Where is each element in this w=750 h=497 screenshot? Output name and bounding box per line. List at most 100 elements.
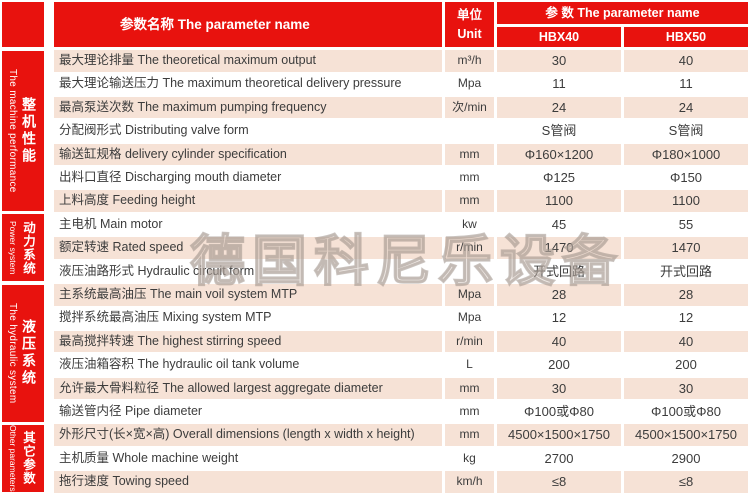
unit-cell: 次/min	[445, 96, 494, 119]
table-row: 出料口直径 Discharging mouth diameter mm Φ125 Φ1…	[0, 167, 750, 189]
param-name-cell: 液压油路形式 Hydraulic circuit form	[59, 263, 255, 278]
table-row: 搅拌系统最高油压 Mixing system MTP Mpa 12 12	[0, 307, 750, 329]
unit-cell: L	[466, 357, 473, 372]
table-row: 主电机 Main motor kw 45 55	[0, 214, 750, 236]
header-parameter-group: 参 数 The parameter name	[497, 2, 748, 24]
unit-cell	[445, 120, 494, 142]
unit-cell: Mpa	[457, 76, 482, 91]
unit-cell: Mpa	[457, 310, 482, 325]
table-row: 分配阀形式 Distributing valve form S管阀 S管阀	[0, 120, 750, 142]
hbx50-value-cell: 40	[624, 330, 748, 353]
section-label-en: Power system	[8, 221, 18, 275]
table-row: 上料高度 Feeding height mm 1100 1100	[0, 190, 750, 212]
header-unit: 单位 Unit	[445, 2, 494, 47]
hbx40-value-cell: 1470	[497, 237, 621, 259]
table-row: 最大理论排量 The theoretical maximum output m³/…	[0, 50, 750, 72]
hbx40-value-cell: 200	[548, 357, 570, 373]
hbx50-value-cell: 200	[675, 357, 697, 373]
hbx40-value-cell: 40	[497, 330, 621, 353]
unit-cell: mm	[445, 424, 494, 446]
hbx50-value-cell: 40	[624, 50, 748, 72]
hbx50-value-cell: 24	[624, 96, 748, 119]
table-row: 允许最大骨料粒径 The allowed largest aggregate d…	[0, 377, 750, 400]
unit-cell: mm	[445, 377, 494, 400]
param-name-cell: 允许最大骨料粒径 The allowed largest aggregate d…	[54, 377, 442, 400]
hbx40-value-cell: 11	[552, 76, 566, 92]
hbx40-value-cell: 12	[551, 310, 567, 326]
hbx50-value-cell: 30	[624, 377, 748, 400]
hbx40-value-cell: 1100	[497, 190, 621, 212]
header-model-hbx50: HBX50	[624, 27, 748, 47]
hbx40-value-cell: Φ100或Φ80	[524, 404, 594, 419]
section-label-en: Other parameters	[8, 425, 18, 492]
unit-cell: mm	[459, 404, 480, 418]
section-label: Other parameters 其它参数	[2, 424, 44, 493]
hbx40-value-cell: 4500×1500×1750	[497, 424, 621, 446]
section-label-en: The hydraulic system	[7, 302, 18, 404]
table-row: 外形尺寸(长×宽×高) Overall dimensions (length x…	[0, 424, 750, 446]
section-label: The hydraulic system 液压系统	[2, 284, 44, 422]
param-name-cell: 最大理论输送压力 The maximum theoretical deliver…	[59, 76, 402, 91]
unit-cell: kw	[462, 216, 477, 231]
param-name-cell: 主系统最高油压 The main voil system MTP	[54, 284, 442, 306]
table-corner	[2, 2, 44, 47]
param-name-cell: 出料口直径 Discharging mouth diameter	[59, 170, 282, 184]
param-name-cell: 搅拌系统最高油压 Mixing system MTP	[59, 310, 272, 325]
hbx50-value-cell: 4500×1500×1750	[624, 424, 748, 446]
section-label-cn: 动力系统	[21, 220, 35, 275]
hbx40-value-cell: Φ125	[542, 170, 576, 185]
table-row: 最大理论输送压力 The maximum theoretical deliver…	[0, 73, 750, 95]
hbx50-value-cell: 1470	[624, 237, 748, 259]
param-name-cell: 输送缸规格 delivery cylinder specification	[54, 143, 442, 166]
param-name-cell: 拖行速度 Towing speed	[54, 471, 442, 493]
param-name-cell: 液压油箱容积 The hydraulic oil tank volume	[59, 357, 300, 372]
table-row: 液压油路形式 Hydraulic circuit form 开式回路 开式回路	[0, 261, 750, 283]
param-name-cell: 外形尺寸(长×宽×高) Overall dimensions (length x…	[54, 424, 442, 446]
table-row: 输送管内径 Pipe diameter mm Φ100或Φ80 Φ100或Φ80	[0, 401, 750, 423]
hbx50-value-cell: 11	[679, 76, 693, 92]
unit-cell: r/min	[445, 330, 494, 353]
hbx50-value-cell: 28	[624, 284, 748, 306]
section-label-cn: 其它参数	[21, 431, 35, 486]
unit-cell: kg	[463, 450, 476, 465]
table-row: 主系统最高油压 The main voil system MTP Mpa 28 28	[0, 284, 750, 306]
hbx50-value-cell: Φ100或Φ80	[651, 404, 721, 419]
unit-cell: r/min	[445, 237, 494, 259]
param-name-cell: 上料高度 Feeding height	[54, 190, 442, 212]
hbx50-value-cell: S管阀	[668, 123, 704, 139]
unit-cell	[445, 261, 494, 283]
section-label: Power system 动力系统	[2, 214, 44, 282]
hbx40-value-cell: 开式回路	[532, 263, 585, 279]
param-name-cell: 最高搅拌转速 The highest stirring speed	[54, 330, 442, 353]
hbx50-value-cell: ≤8	[624, 471, 748, 493]
table-row: 输送缸规格 delivery cylinder specification mm Φ…	[0, 143, 750, 166]
param-name-cell: 分配阀形式 Distributing valve form	[59, 123, 249, 138]
table-row: 最高搅拌转速 The highest stirring speed r/min 40…	[0, 330, 750, 353]
unit-cell: Mpa	[445, 284, 494, 306]
unit-cell: km/h	[445, 471, 494, 493]
hbx40-value-cell: 28	[497, 284, 621, 306]
hbx40-value-cell: S管阀	[541, 123, 577, 139]
hbx40-value-cell: 30	[497, 377, 621, 400]
hbx50-value-cell: 开式回路	[659, 263, 712, 279]
param-name-cell: 最高泵送次数 The maximum pumping frequency	[54, 96, 442, 119]
table-row: 拖行速度 Towing speed km/h ≤8 ≤8	[0, 471, 750, 493]
header-parameter-name: 参数名称 The parameter name	[54, 2, 442, 47]
unit-cell: mm	[459, 170, 480, 184]
header-unit-cn: 单位	[456, 7, 482, 22]
unit-cell: m³/h	[445, 50, 494, 72]
param-name-cell: 额定转速 Rated speed	[54, 237, 442, 259]
header-unit-en: Unit	[457, 26, 482, 41]
section-label: The machine performance 整机性能	[2, 50, 44, 212]
hbx50-value-cell: 55	[678, 216, 694, 232]
section-label-cn: 液压系统	[21, 319, 37, 388]
param-name-cell: 主机质量 Whole machine weight	[59, 450, 239, 465]
param-name-cell: 主电机 Main motor	[59, 216, 163, 231]
section-label-cn: 整机性能	[21, 96, 37, 165]
hbx50-value-cell: 1100	[624, 190, 748, 212]
table-row: 主机质量 Whole machine weight kg 2700 2900	[0, 448, 750, 470]
hbx40-value-cell: 45	[551, 216, 567, 232]
param-name-cell: 最大理论排量 The theoretical maximum output	[54, 50, 442, 72]
hbx50-value-cell: Φ150	[669, 170, 703, 185]
unit-cell: mm	[445, 143, 494, 166]
